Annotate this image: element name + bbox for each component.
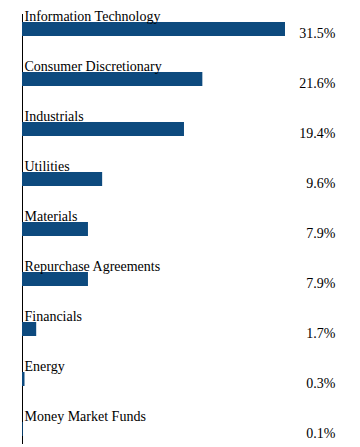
svg-text:31.5%: 31.5% [299, 26, 336, 41]
svg-text:Consumer Discretionary: Consumer Discretionary [25, 59, 162, 74]
svg-text:1.7%: 1.7% [306, 326, 336, 341]
svg-text:7.9%: 7.9% [306, 226, 336, 241]
svg-text:Repurchase Agreements: Repurchase Agreements [25, 259, 161, 274]
svg-text:Energy: Energy [25, 359, 65, 374]
svg-text:9.6%: 9.6% [306, 176, 336, 191]
svg-text:19.4%: 19.4% [299, 126, 336, 141]
svg-text:0.3%: 0.3% [306, 376, 336, 391]
svg-text:0.1%: 0.1% [306, 426, 336, 441]
svg-text:Industrials: Industrials [25, 109, 84, 124]
svg-text:Materials: Materials [25, 209, 78, 224]
svg-text:Utilities: Utilities [25, 159, 70, 174]
svg-text:7.9%: 7.9% [306, 276, 336, 291]
svg-text:Financials: Financials [25, 309, 83, 324]
svg-text:21.6%: 21.6% [299, 76, 336, 91]
svg-text:Information Technology: Information Technology [25, 9, 161, 24]
svg-text:Money Market Funds: Money Market Funds [25, 409, 146, 424]
